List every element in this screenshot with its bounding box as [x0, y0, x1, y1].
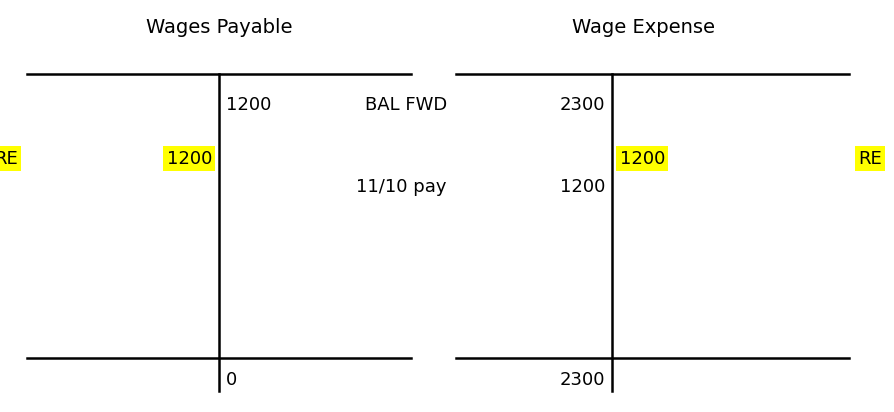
- Text: 2300: 2300: [560, 371, 605, 389]
- Text: 11/10 pay: 11/10 pay: [357, 178, 447, 197]
- Text: 2300: 2300: [560, 96, 605, 114]
- Text: BAL FWD: BAL FWD: [365, 96, 447, 114]
- Text: RE: RE: [0, 150, 18, 168]
- Text: RE: RE: [858, 150, 882, 168]
- Text: 1200: 1200: [560, 178, 605, 197]
- Text: 1200: 1200: [226, 96, 272, 114]
- Text: 0: 0: [226, 371, 238, 389]
- Text: 1200: 1200: [620, 150, 665, 168]
- Text: Wages Payable: Wages Payable: [146, 18, 292, 37]
- Text: 1200: 1200: [166, 150, 212, 168]
- Text: Wage Expense: Wage Expense: [572, 18, 715, 37]
